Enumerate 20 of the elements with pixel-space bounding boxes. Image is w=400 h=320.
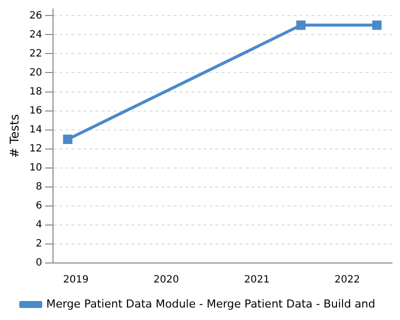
y-tick-label: 12	[29, 143, 42, 154]
x-tick-label: 2022	[334, 274, 360, 286]
x-tick-label: 2020	[154, 274, 179, 286]
x-tick-label: 2021	[244, 274, 270, 286]
y-tick-label: 10	[29, 162, 42, 174]
y-axis-title: # Tests	[7, 114, 22, 158]
y-tick-label: 18	[29, 86, 42, 98]
x-tick-label: 2019	[63, 274, 89, 286]
y-tick-label: 16	[29, 105, 42, 116]
y-tick-label: 26	[29, 10, 42, 22]
y-tick-label: 4	[36, 220, 42, 231]
y-tick-label: 22	[29, 48, 42, 60]
y-tick-label: 20	[29, 67, 42, 78]
y-tick-label: 6	[36, 200, 42, 212]
y-tick-label: 8	[36, 181, 42, 192]
y-tick-label: 14	[29, 124, 42, 136]
y-tick-label: 24	[29, 29, 42, 40]
legend-label: Merge Patient Data Module - Merge Patient Data - Build and	[46, 297, 376, 310]
y-tick-label: 2	[36, 238, 42, 250]
y-tick-label: 0	[36, 258, 42, 269]
